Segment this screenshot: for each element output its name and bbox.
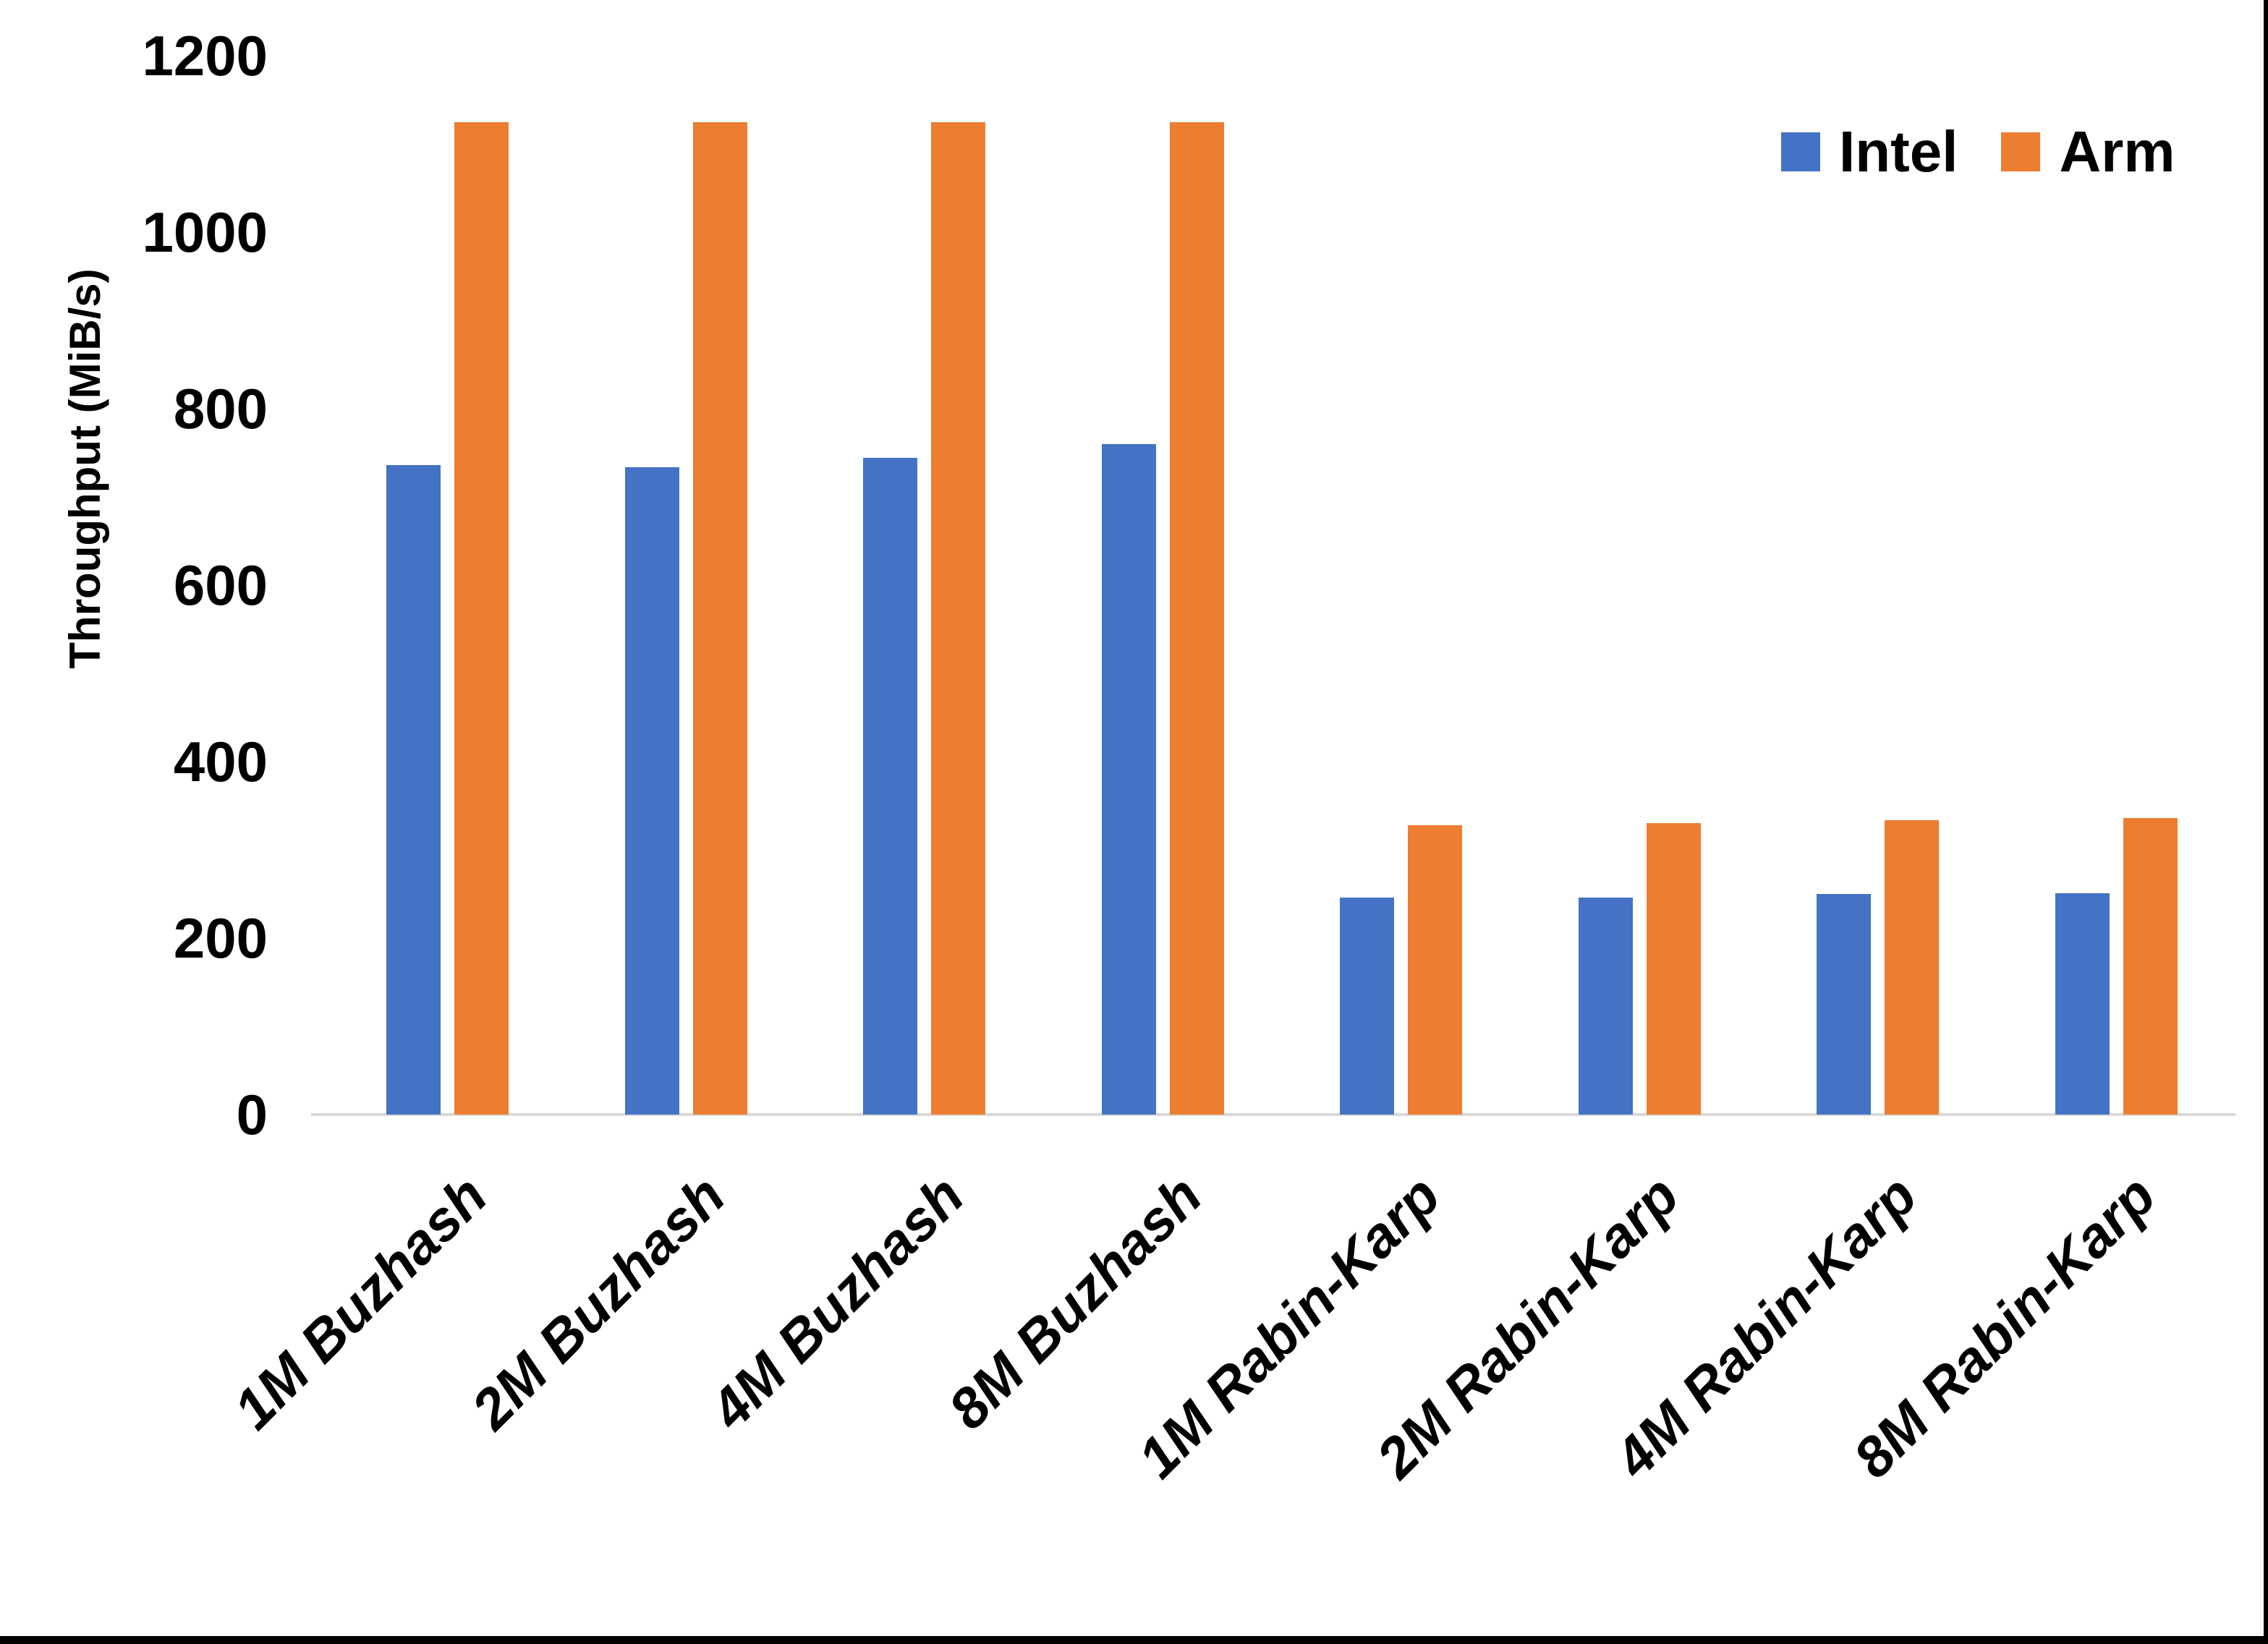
x-axis-line: [311, 1113, 2235, 1116]
frame-border-right: [2264, 0, 2268, 1644]
bar-intel-1m-rabin-karp: [1340, 897, 1395, 1115]
bar-arm-8m-buzhash: [1169, 122, 1224, 1115]
bar-arm-2m-buzhash: [692, 122, 747, 1115]
bar-arm-8m-rabin-karp: [2123, 818, 2178, 1115]
legend-swatch-arm: [2001, 132, 2041, 171]
y-tick-label-0: 0: [236, 1083, 268, 1146]
legend: Intel Arm: [1781, 123, 2175, 181]
legend-label-arm: Arm: [2059, 119, 2175, 184]
x-axis-label-4m-buzhash: 4M Buzhash: [697, 1163, 976, 1441]
y-tick-label-200: 200: [173, 906, 268, 970]
y-tick-label-800: 800: [173, 377, 268, 440]
bar-arm-1m-buzhash: [454, 122, 509, 1115]
legend-item-arm: Arm: [2001, 123, 2175, 181]
bar-arm-4m-buzhash: [931, 122, 986, 1115]
bar-arm-4m-rabin-karp: [1885, 819, 1940, 1115]
y-tick-label-1200: 1200: [142, 24, 268, 88]
legend-label-intel: Intel: [1839, 119, 1958, 184]
y-tick-label-600: 600: [173, 553, 268, 617]
legend-item-intel: Intel: [1781, 123, 1958, 181]
bar-arm-1m-rabin-karp: [1408, 825, 1463, 1115]
bar-intel-8m-buzhash: [1101, 443, 1156, 1115]
legend-swatch-intel: [1781, 132, 1820, 171]
bar-intel-2m-buzhash: [624, 467, 679, 1115]
bar-intel-1m-buzhash: [386, 465, 441, 1115]
y-tick-label-400: 400: [173, 730, 268, 793]
plot-area: [328, 56, 2235, 1115]
bar-intel-2m-rabin-karp: [1578, 897, 1633, 1115]
y-tick-label-1000: 1000: [142, 200, 268, 264]
bar-arm-2m-rabin-karp: [1646, 823, 1701, 1115]
x-axis-label-1m-buzhash: 1M Buzhash: [221, 1163, 499, 1441]
x-axis-label-8m-buzhash: 8M Buzhash: [935, 1163, 1214, 1441]
bar-intel-4m-buzhash: [863, 458, 918, 1115]
bar-intel-4m-rabin-karp: [1817, 894, 1872, 1115]
bar-intel-8m-rabin-karp: [2055, 893, 2110, 1115]
x-axis-label-2m-buzhash: 2M Buzhash: [459, 1163, 737, 1441]
frame-border-bottom: [0, 1636, 2268, 1644]
